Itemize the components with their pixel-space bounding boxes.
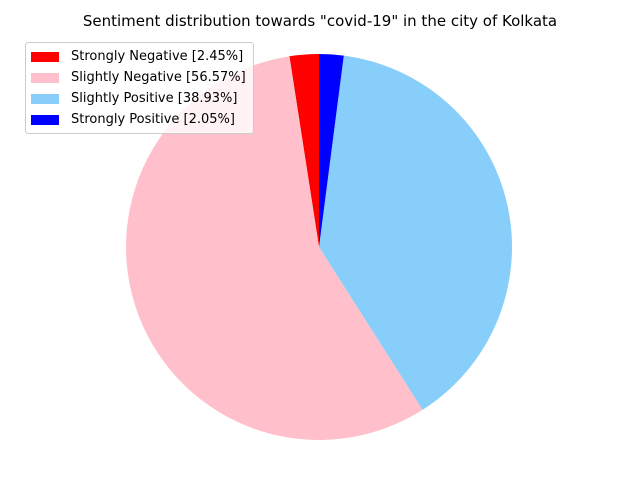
chart-title: Sentiment distribution towards "covid-19…	[82, 12, 558, 30]
legend-label-strongly-negative: Strongly Negative [2.45%]	[71, 49, 244, 64]
legend-label-strongly-positive: Strongly Positive [2.05%]	[71, 112, 235, 127]
pie-slice-slightly-negative	[126, 56, 423, 440]
legend-swatch-slightly-positive	[31, 93, 59, 104]
legend-swatch-slightly-negative	[31, 72, 59, 83]
legend-entry-strongly-negative: Strongly Negative [2.45%]	[31, 46, 246, 67]
legend-label-slightly-positive: Slightly Positive [38.93%]	[71, 91, 238, 106]
pie-slice-strongly-negative	[289, 54, 319, 247]
pie-slice-slightly-positive	[319, 55, 513, 410]
legend-swatch-strongly-negative	[31, 51, 59, 62]
legend-label-slightly-negative: Slightly Negative [56.57%]	[71, 70, 246, 85]
pie-slice-strongly-positive	[319, 54, 344, 247]
legend-entry-slightly-positive: Slightly Positive [38.93%]	[31, 88, 246, 109]
legend-entry-strongly-positive: Strongly Positive [2.05%]	[31, 109, 246, 130]
legend-entry-slightly-negative: Slightly Negative [56.57%]	[31, 67, 246, 88]
legend: Strongly Negative [2.45%] Slightly Negat…	[25, 42, 254, 134]
legend-swatch-strongly-positive	[31, 114, 59, 125]
